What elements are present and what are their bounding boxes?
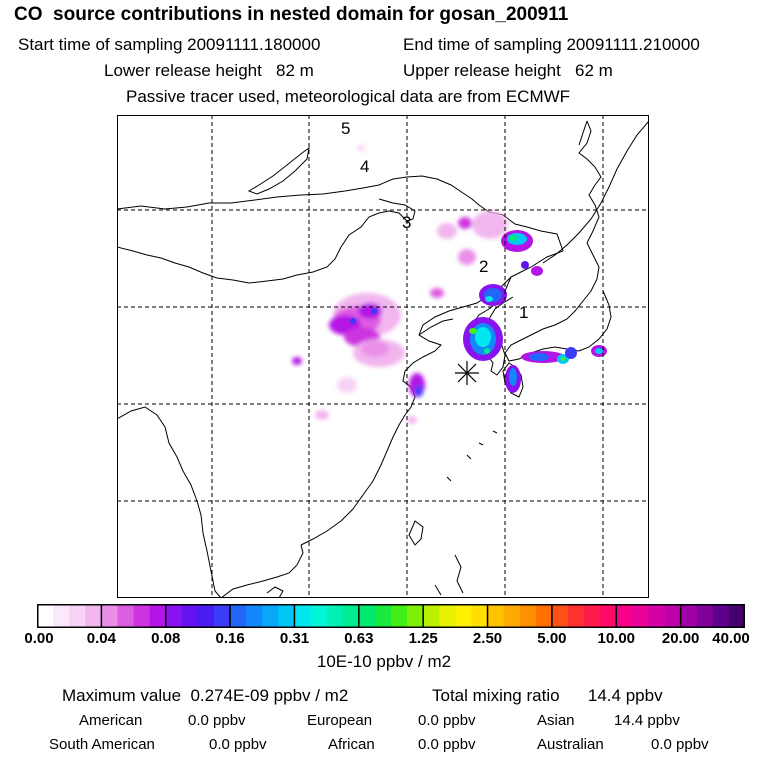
region-name: African [328, 736, 375, 753]
colorbar-cell [648, 604, 665, 628]
colorbar-cell [101, 604, 118, 628]
colorbar-cell [262, 604, 279, 628]
maximum-value: Maximum value 0.274E-09 ppbv / m2 [62, 686, 349, 705]
colorbar-cell [246, 604, 263, 628]
plot-title: CO source contributions in nested domain… [14, 4, 569, 25]
map-label-2: 2 [479, 257, 488, 276]
colorbar-cell [712, 604, 730, 628]
start-time-label: Start time of sampling 20091111.180000 [18, 35, 321, 54]
colorbar-cell [37, 604, 54, 628]
colorbar-tick-label: 40.00 [712, 630, 750, 647]
colorbar-cell [294, 604, 311, 628]
colorbar-cell [69, 604, 86, 628]
colorbar-tick-label: 2.50 [472, 630, 503, 647]
upper-height-label: Upper release height 62 m [403, 61, 613, 80]
colorbar-cell [600, 604, 617, 628]
region-value: 0.0 ppbv [188, 712, 246, 729]
colorbar [37, 604, 745, 628]
end-time-label: End time of sampling 20091111.210000 [403, 35, 700, 54]
region-value: 14.4 ppbv [614, 712, 680, 729]
colorbar-cell [584, 604, 601, 628]
colorbar-cell [423, 604, 440, 628]
colorbar-cell [439, 604, 456, 628]
colorbar-cell [503, 604, 521, 628]
colorbar-cell [519, 604, 537, 628]
colorbar-tick-label: 0.31 [279, 630, 310, 647]
lower-height-label: Lower release height 82 m [104, 61, 314, 80]
colorbar-cell [53, 604, 70, 628]
colorbar-tick-label: 0.16 [215, 630, 245, 647]
coastlines [117, 120, 649, 598]
map-label-4: 4 [360, 157, 369, 176]
colorbar-tick-label: 0.00 [24, 630, 54, 647]
colorbar-cell [278, 604, 295, 628]
region-value: 0.0 ppbv [209, 736, 267, 753]
colorbar-cell [85, 604, 102, 628]
region-value: 0.0 ppbv [418, 712, 476, 729]
colorbar-cell [535, 604, 553, 628]
colorbar-cell [551, 604, 569, 628]
colorbar-cell [374, 604, 392, 628]
receptor-asterisk-icon [455, 361, 479, 385]
colorbar-cell [326, 604, 344, 628]
colorbar-cell [149, 604, 167, 628]
tracer-note: Passive tracer used, meteorological data… [126, 87, 571, 106]
map-label-1: 1 [519, 303, 528, 322]
colorbar-cell [358, 604, 376, 628]
colorbar-cell [197, 604, 215, 628]
colorbar-cell [214, 604, 231, 628]
map-label-5: 5 [341, 119, 350, 138]
colorbar-cell [568, 604, 585, 628]
colorbar-cell [181, 604, 199, 628]
concentration-field [292, 145, 607, 424]
colorbar-cell [230, 604, 247, 628]
colorbar-cell [632, 604, 649, 628]
colorbar-cell [487, 604, 505, 628]
region-name: South American [49, 736, 155, 753]
colorbar-tick-label: 1.25 [408, 630, 438, 647]
map-frame [117, 115, 649, 598]
colorbar-cell [133, 604, 151, 628]
total-mixing-ratio: Total mixing ratio 14.4 ppbv [432, 686, 663, 705]
colorbar-cell [455, 604, 472, 628]
colorbar-tick-label: 0.08 [151, 630, 181, 647]
lat-lon-grid [117, 115, 649, 598]
colorbar-cell [664, 604, 682, 628]
region-name: Asian [537, 712, 575, 729]
region-name: Australian [537, 736, 604, 753]
region-name: European [307, 712, 373, 729]
colorbar-tick-label: 0.63 [344, 630, 374, 647]
region-name: American [79, 712, 143, 729]
colorbar-cell [310, 604, 328, 628]
colorbar-cell [728, 604, 745, 628]
colorbar-cell [616, 604, 633, 628]
region-value: 0.0 ppbv [418, 736, 476, 753]
colorbar-cell [471, 604, 488, 628]
colorbar-cell [391, 604, 408, 628]
colorbar-cell [165, 604, 183, 628]
colorbar-cell [117, 604, 134, 628]
region-value: 0.0 ppbv [651, 736, 709, 753]
colorbar-tick-label: 0.04 [86, 630, 116, 647]
colorbar-cell [696, 604, 714, 628]
colorbar-cell [342, 604, 360, 628]
colorbar-tick-label: 5.00 [537, 630, 567, 647]
source-contribution-map: 1 2 3 4 5 [117, 115, 649, 598]
colorbar-units: 10E-10 ppbv / m2 [316, 652, 452, 671]
colorbar-cell [407, 604, 424, 628]
colorbar-tick-label: 10.00 [597, 630, 636, 647]
map-label-3: 3 [402, 213, 411, 232]
colorbar-tick-label: 20.00 [661, 630, 700, 647]
colorbar-cell [680, 604, 698, 628]
